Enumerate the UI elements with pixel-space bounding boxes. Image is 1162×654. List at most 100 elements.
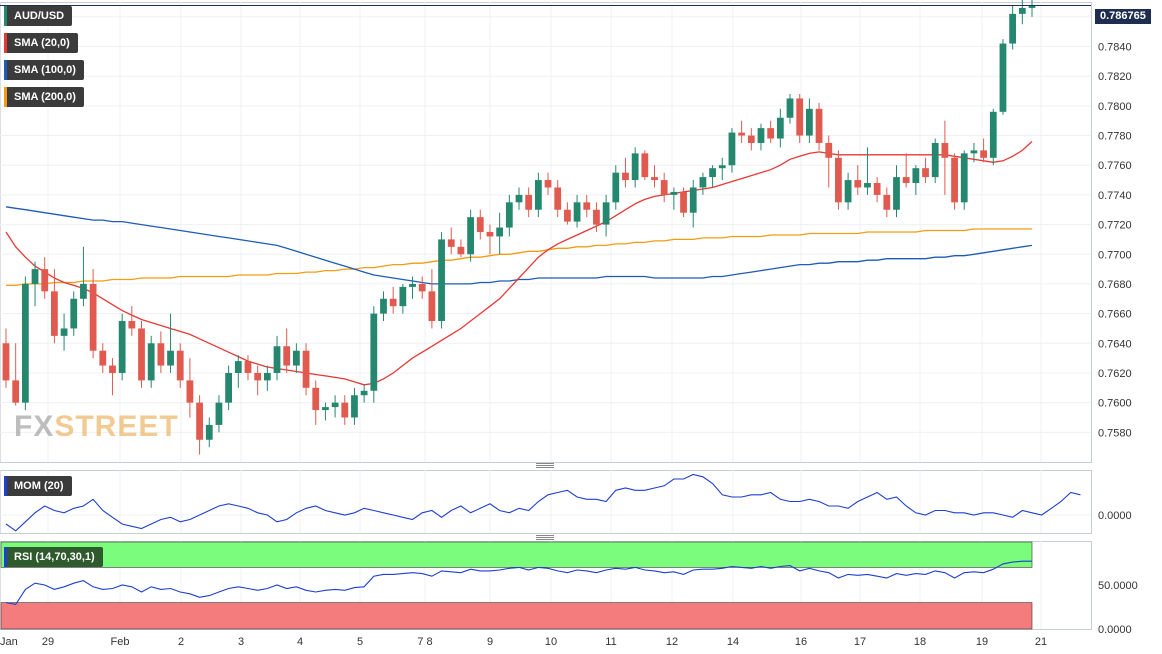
x-tick-label: 9 <box>487 636 493 648</box>
sma20-line <box>5 141 1033 386</box>
x-tick-label: 2 <box>178 636 184 648</box>
candle-up <box>515 194 523 203</box>
candle-up <box>215 402 223 425</box>
momentum-line <box>5 473 1081 532</box>
candle-up <box>234 361 242 373</box>
x-tick-label: 29 <box>42 636 54 648</box>
candle-down <box>428 291 436 322</box>
rsi-line <box>5 560 1032 606</box>
candle-down <box>157 343 165 366</box>
x-tick-label: 19 <box>976 636 988 648</box>
y-tick-label: 0.7800 <box>1098 101 1132 113</box>
candle-up <box>989 111 997 158</box>
candle-down <box>583 202 591 210</box>
candle-up <box>21 283 29 403</box>
candle-down <box>738 132 746 136</box>
candle-down <box>980 150 987 158</box>
candle-down <box>922 168 929 178</box>
x-tick-label: 10 <box>545 636 557 648</box>
candle-down <box>544 180 552 188</box>
momentum-tick-label: 0.0000 <box>1098 510 1132 522</box>
last-price-badge: 0.786765 <box>1095 9 1151 24</box>
candle-down <box>835 157 842 203</box>
candle-up <box>844 180 852 203</box>
candle-up <box>205 424 213 440</box>
fxstreet-logo: FXSTREET <box>14 410 179 443</box>
rsi-label[interactable]: RSI (14,70,30,1) <box>4 547 103 567</box>
rsi-tick-label: 0.0000 <box>1098 624 1132 636</box>
rsi-overbought-zone <box>0 541 1033 568</box>
candle-up <box>399 286 407 307</box>
x-tick-label: 4 <box>297 636 303 648</box>
candle-up <box>573 202 581 222</box>
candle-up <box>776 117 784 139</box>
symbol-label[interactable]: AUD/USD <box>4 6 73 26</box>
candle-down <box>873 183 881 195</box>
candle-up <box>960 153 968 203</box>
candle-up <box>322 407 329 411</box>
rsi-layer <box>0 541 1033 630</box>
candle-up <box>1018 7 1026 14</box>
candle-up <box>70 298 78 329</box>
candle-down <box>951 157 958 203</box>
candle-up <box>805 108 813 136</box>
y-tick-label: 0.7660 <box>1098 309 1132 321</box>
candle-down <box>525 194 533 210</box>
candle-up <box>612 172 620 203</box>
x-tick-label: 5 <box>357 636 363 648</box>
candle-up <box>467 217 474 255</box>
x-tick-label: 18 <box>914 636 926 648</box>
candle-down <box>660 180 668 195</box>
candle-down <box>302 350 310 388</box>
x-tick-label: 12 <box>666 636 678 648</box>
candle-down <box>41 269 49 292</box>
y-tick-label: 0.7700 <box>1098 249 1132 261</box>
candle-up <box>380 298 387 314</box>
candle-down <box>651 177 658 181</box>
grid-layer <box>0 2 1092 630</box>
candle-down <box>622 172 629 181</box>
y-tick-label: 0.7680 <box>1098 279 1132 291</box>
candle-up <box>409 283 416 287</box>
candle-down <box>176 350 184 381</box>
candle-down <box>89 283 97 351</box>
pane-resize-handle-top[interactable] <box>536 463 554 468</box>
candle-up <box>689 187 697 213</box>
candle-up <box>912 168 920 184</box>
candle-up <box>893 177 900 210</box>
sma-layer <box>5 141 1033 386</box>
candle-up <box>999 43 1007 112</box>
rsi-tick-label: 50.0000 <box>1098 580 1138 592</box>
candle-down <box>109 365 116 373</box>
x-tick-label: 17 <box>854 636 866 648</box>
candle-layer <box>2 0 1036 455</box>
y-tick-label: 0.7820 <box>1098 71 1132 83</box>
sma100-label[interactable]: SMA (100,0) <box>4 60 84 80</box>
candle-up <box>728 132 736 166</box>
x-tick-label: 16 <box>795 636 807 648</box>
candle-up <box>631 153 639 181</box>
momentum-label[interactable]: MOM (20) <box>4 476 72 496</box>
y-tick-label: 0.7640 <box>1098 338 1132 350</box>
x-tick-label: 11 <box>605 636 616 648</box>
pane-resize-handle-bottom[interactable] <box>536 535 554 540</box>
candle-up <box>31 269 39 284</box>
y-tick-label: 0.7760 <box>1098 160 1132 172</box>
sma200-label[interactable]: SMA (200,0) <box>4 87 84 107</box>
sma20-label[interactable]: SMA (20,0) <box>4 33 78 53</box>
candle-up <box>263 372 271 381</box>
candle-up <box>786 98 794 118</box>
candle-down <box>641 153 649 178</box>
candle-down <box>254 372 262 381</box>
candle-up <box>80 283 87 299</box>
candle-up <box>709 168 716 178</box>
y-tick-label: 0.7740 <box>1098 190 1132 202</box>
candle-down <box>796 98 804 136</box>
candle-up <box>370 313 378 391</box>
candle-up <box>496 227 504 237</box>
candle-up <box>699 177 707 188</box>
candle-down <box>476 217 484 232</box>
candle-down <box>593 209 600 225</box>
x-tick-label: Jan <box>0 636 18 648</box>
